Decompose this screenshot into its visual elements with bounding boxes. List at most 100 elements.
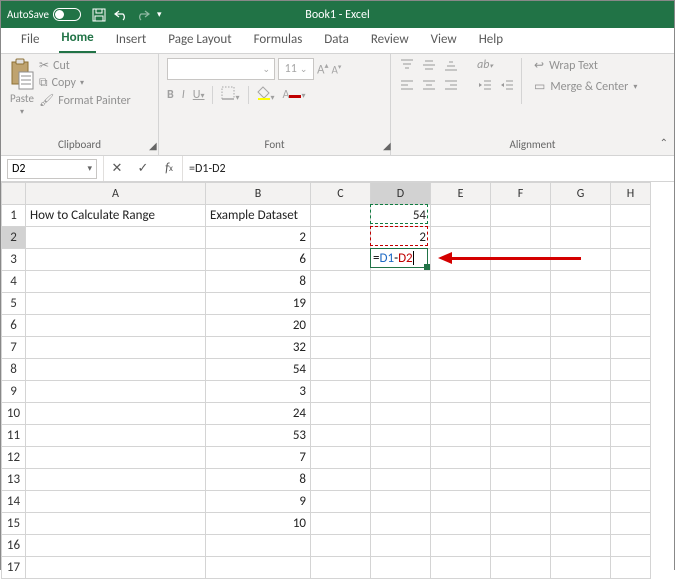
cell-F11[interactable] bbox=[491, 425, 551, 447]
cell-G6[interactable] bbox=[551, 315, 611, 337]
cell-G4[interactable] bbox=[551, 271, 611, 293]
cell-C6[interactable] bbox=[311, 315, 371, 337]
cell-B4[interactable]: 8 bbox=[206, 271, 311, 293]
cell-H14[interactable] bbox=[611, 491, 651, 513]
cell-D4[interactable] bbox=[371, 271, 431, 293]
align-bottom-button[interactable] bbox=[443, 58, 459, 72]
cell-H5[interactable] bbox=[611, 293, 651, 315]
cell-E15[interactable] bbox=[431, 513, 491, 535]
decrease-indent-button[interactable] bbox=[477, 78, 493, 92]
font-size-select[interactable]: 11⌄ bbox=[278, 58, 314, 80]
row-header-2[interactable]: 2 bbox=[2, 227, 26, 249]
cell-G8[interactable] bbox=[551, 359, 611, 381]
cell-H15[interactable] bbox=[611, 513, 651, 535]
cell-E17[interactable] bbox=[431, 557, 491, 579]
cell-F16[interactable] bbox=[491, 535, 551, 557]
cell-A6[interactable] bbox=[26, 315, 206, 337]
merge-center-button[interactable]: ▭Merge & Center▾ bbox=[534, 79, 637, 94]
cell-B9[interactable]: 3 bbox=[206, 381, 311, 403]
tab-review[interactable]: Review bbox=[369, 28, 411, 53]
bold-button[interactable]: B bbox=[167, 88, 174, 102]
cell-F10[interactable] bbox=[491, 403, 551, 425]
cell-B1[interactable]: Example Dataset bbox=[206, 205, 311, 227]
save-icon[interactable] bbox=[91, 7, 107, 23]
increase-indent-button[interactable] bbox=[499, 78, 515, 92]
cell-G13[interactable] bbox=[551, 469, 611, 491]
cell-C4[interactable] bbox=[311, 271, 371, 293]
align-center-button[interactable] bbox=[421, 78, 437, 92]
col-header-A[interactable]: A bbox=[26, 183, 206, 205]
cancel-formula-button[interactable]: ✕ bbox=[104, 161, 130, 176]
tab-home[interactable]: Home bbox=[59, 26, 95, 53]
cell-H8[interactable] bbox=[611, 359, 651, 381]
row-header-10[interactable]: 10 bbox=[2, 403, 26, 425]
autosave-toggle[interactable] bbox=[53, 8, 81, 21]
cell-B11[interactable]: 53 bbox=[206, 425, 311, 447]
tab-view[interactable]: View bbox=[429, 28, 459, 53]
col-header-C[interactable]: C bbox=[311, 183, 371, 205]
cell-F6[interactable] bbox=[491, 315, 551, 337]
cell-H12[interactable] bbox=[611, 447, 651, 469]
autosave-control[interactable]: AutoSave bbox=[7, 8, 81, 21]
cell-A4[interactable] bbox=[26, 271, 206, 293]
cell-G3[interactable] bbox=[551, 249, 611, 271]
row-header-14[interactable]: 14 bbox=[2, 491, 26, 513]
cell-G11[interactable] bbox=[551, 425, 611, 447]
border-button[interactable]: ▾ bbox=[221, 86, 239, 104]
wrap-text-button[interactable]: ↩Wrap Text bbox=[534, 58, 637, 73]
cell-F15[interactable] bbox=[491, 513, 551, 535]
cell-G15[interactable] bbox=[551, 513, 611, 535]
dialog-launcher-clipboard[interactable]: ◢ bbox=[149, 139, 157, 152]
format-painter-button[interactable]: 🖌Format Painter bbox=[39, 93, 131, 108]
cell-F12[interactable] bbox=[491, 447, 551, 469]
cell-B16[interactable] bbox=[206, 535, 311, 557]
row-header-1[interactable]: 1 bbox=[2, 205, 26, 227]
select-all-corner[interactable] bbox=[2, 183, 26, 205]
cell-B8[interactable]: 54 bbox=[206, 359, 311, 381]
col-header-D[interactable]: D bbox=[371, 183, 431, 205]
cell-F1[interactable] bbox=[491, 205, 551, 227]
cell-A1[interactable]: How to Calculate Range bbox=[26, 205, 206, 227]
cell-F8[interactable] bbox=[491, 359, 551, 381]
cell-G7[interactable] bbox=[551, 337, 611, 359]
cell-D1[interactable]: 54 bbox=[371, 205, 431, 227]
col-header-B[interactable]: B bbox=[206, 183, 311, 205]
col-header-F[interactable]: F bbox=[491, 183, 551, 205]
cell-B6[interactable]: 20 bbox=[206, 315, 311, 337]
row-header-15[interactable]: 15 bbox=[2, 513, 26, 535]
cell-A13[interactable] bbox=[26, 469, 206, 491]
align-left-button[interactable] bbox=[399, 78, 415, 92]
row-header-4[interactable]: 4 bbox=[2, 271, 26, 293]
cell-A3[interactable] bbox=[26, 249, 206, 271]
cell-A12[interactable] bbox=[26, 447, 206, 469]
row-header-16[interactable]: 16 bbox=[2, 535, 26, 557]
cell-C15[interactable] bbox=[311, 513, 371, 535]
cell-H6[interactable] bbox=[611, 315, 651, 337]
cell-E16[interactable] bbox=[431, 535, 491, 557]
cell-E10[interactable] bbox=[431, 403, 491, 425]
cell-H11[interactable] bbox=[611, 425, 651, 447]
cell-G12[interactable] bbox=[551, 447, 611, 469]
cell-G17[interactable] bbox=[551, 557, 611, 579]
align-right-button[interactable] bbox=[443, 78, 459, 92]
cell-B2[interactable]: 2 bbox=[206, 227, 311, 249]
tab-data[interactable]: Data bbox=[322, 28, 351, 53]
formula-bar-input[interactable]: =D1-D2 bbox=[183, 162, 674, 176]
name-box[interactable]: D2 ▾ bbox=[7, 159, 97, 179]
cell-D8[interactable] bbox=[371, 359, 431, 381]
row-header-3[interactable]: 3 bbox=[2, 249, 26, 271]
cell-C9[interactable] bbox=[311, 381, 371, 403]
cell-E8[interactable] bbox=[431, 359, 491, 381]
cell-D13[interactable] bbox=[371, 469, 431, 491]
tab-page-layout[interactable]: Page Layout bbox=[166, 28, 233, 53]
decrease-font-button[interactable]: A▾ bbox=[332, 62, 342, 77]
col-header-G[interactable]: G bbox=[551, 183, 611, 205]
insert-function-button[interactable]: fx bbox=[156, 161, 182, 176]
cell-G14[interactable] bbox=[551, 491, 611, 513]
cell-C5[interactable] bbox=[311, 293, 371, 315]
cell-G16[interactable] bbox=[551, 535, 611, 557]
cell-E14[interactable] bbox=[431, 491, 491, 513]
cell-F4[interactable] bbox=[491, 271, 551, 293]
row-header-8[interactable]: 8 bbox=[2, 359, 26, 381]
cell-A2[interactable] bbox=[26, 227, 206, 249]
